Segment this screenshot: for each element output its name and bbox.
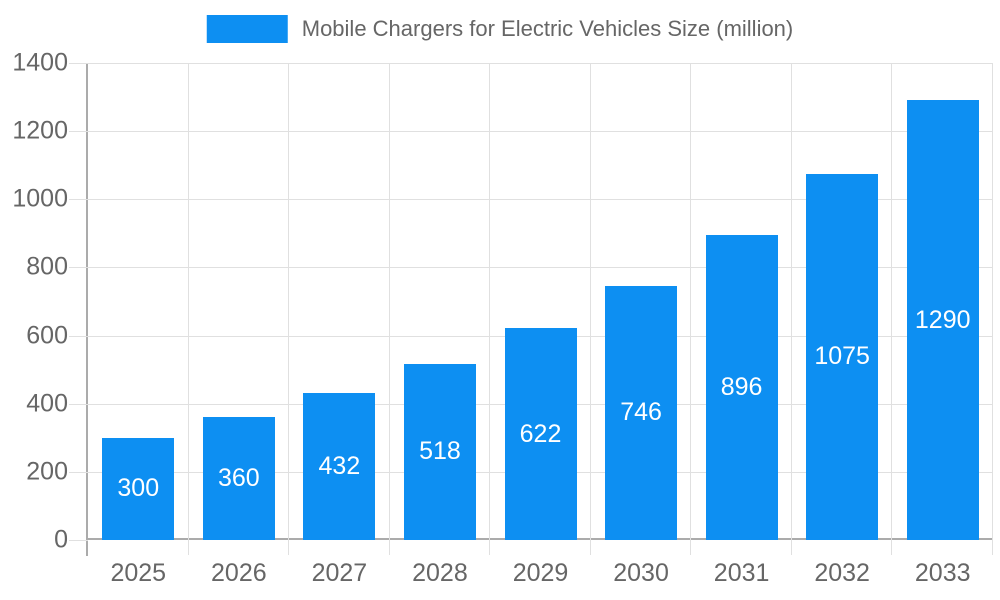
x-tick-3 <box>388 540 390 555</box>
bar-value-label-2031: 896 <box>720 372 763 401</box>
bar-value-label-2025: 300 <box>117 474 160 503</box>
bar-2029[interactable]: 622 <box>504 328 577 540</box>
x-tick-6 <box>690 540 692 555</box>
y-tick-1000 <box>69 199 88 201</box>
bar-2026[interactable]: 360 <box>202 417 275 540</box>
plot-area: 0 200 400 600 800 1000 1200 1400 300 2025 360 2026 4… <box>12 50 993 586</box>
y-tick-label-800: 800 <box>26 252 68 281</box>
y-gridline-800 <box>88 267 993 269</box>
x-gridline-1 <box>187 63 189 540</box>
bar-2031[interactable]: 896 <box>705 234 778 540</box>
y-gridline-1200 <box>88 131 993 133</box>
y-tick-label-400: 400 <box>26 389 68 418</box>
x-gridline-4 <box>489 63 491 540</box>
x-tick-2 <box>288 540 290 555</box>
bar-2028[interactable]: 518 <box>403 363 476 540</box>
bar-2025[interactable]: 300 <box>102 437 175 540</box>
x-tick-label-2033: 2033 <box>914 559 971 587</box>
x-tick-label-2028: 2028 <box>412 559 468 587</box>
bar-2033[interactable]: 1290 <box>906 100 979 540</box>
x-tick-label-2027: 2027 <box>311 559 368 587</box>
y-gridline-1000 <box>88 199 993 201</box>
y-gridline-1400 <box>88 63 993 64</box>
y-tick-1400 <box>69 63 88 64</box>
x-gridline-5 <box>589 63 591 540</box>
y-tick-label-200: 200 <box>26 457 68 486</box>
x-gridline-2 <box>288 63 290 540</box>
bar-value-label-2029: 622 <box>519 419 562 448</box>
bar-value-label-2028: 518 <box>419 437 461 466</box>
x-tick-label-2032: 2032 <box>814 559 870 587</box>
y-tick-600 <box>69 335 88 337</box>
bar-value-label-2027: 432 <box>318 451 361 480</box>
x-tick-5 <box>589 540 591 555</box>
bar-value-label-2030: 746 <box>620 398 662 427</box>
y-axis-line <box>86 63 88 556</box>
y-tick-200 <box>69 471 88 473</box>
x-gridline-7 <box>790 63 792 540</box>
bar-2032[interactable]: 1075 <box>806 173 879 540</box>
chart-legend[interactable]: Mobile Chargers for Electric Vehicles Si… <box>206 15 794 43</box>
x-tick-4 <box>489 540 491 555</box>
x-tick-label-2031: 2031 <box>713 559 770 587</box>
x-tick-8 <box>891 540 893 555</box>
bar-2027[interactable]: 432 <box>303 392 376 540</box>
y-tick-0 <box>69 540 88 541</box>
x-tick-label-2025: 2025 <box>110 559 167 587</box>
x-tick-1 <box>187 540 189 555</box>
x-tick-label-2026: 2026 <box>211 559 267 587</box>
x-tick-9 <box>992 540 993 555</box>
y-tick-label-1200: 1200 <box>12 116 68 145</box>
legend-swatch <box>206 15 288 43</box>
y-tick-400 <box>69 403 88 405</box>
y-tick-label-1400: 1400 <box>12 48 68 77</box>
x-gridline-8 <box>891 63 893 540</box>
x-gridline-6 <box>690 63 692 540</box>
y-tick-label-0: 0 <box>54 525 68 554</box>
x-tick-label-2030: 2030 <box>613 559 669 587</box>
x-tick-label-2029: 2029 <box>512 559 569 587</box>
bar-value-label-2032: 1075 <box>814 342 870 371</box>
x-tick-7 <box>790 540 792 555</box>
x-gridline-3 <box>388 63 390 540</box>
bar-2030[interactable]: 746 <box>605 285 678 540</box>
legend-series-label: Mobile Chargers for Electric Vehicles Si… <box>301 16 794 41</box>
y-tick-label-1000: 1000 <box>12 184 68 213</box>
x-gridline-9 <box>992 63 993 540</box>
bar-value-label-2033: 1290 <box>914 305 971 334</box>
y-tick-800 <box>69 267 88 269</box>
y-tick-label-600: 600 <box>26 321 68 350</box>
bar-value-label-2026: 360 <box>217 464 260 493</box>
y-tick-1200 <box>69 131 88 133</box>
